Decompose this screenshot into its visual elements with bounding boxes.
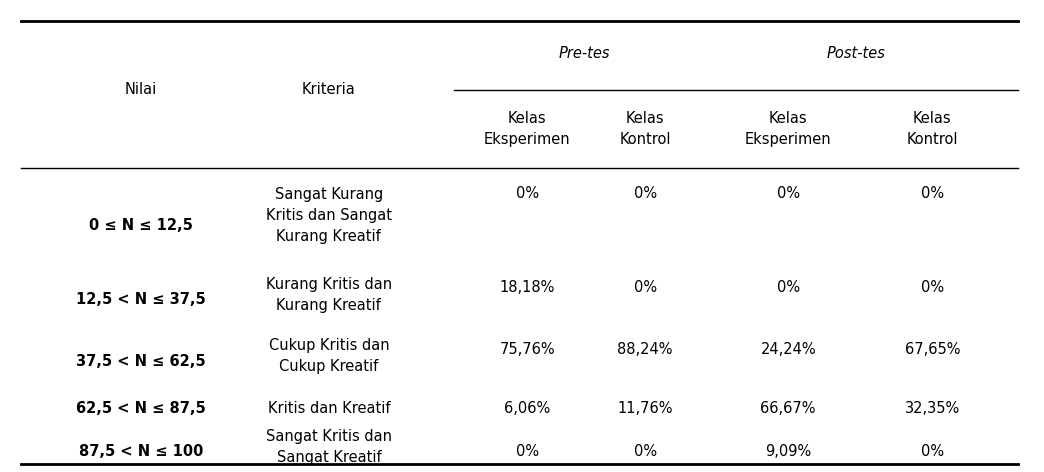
Text: 0 ≤ N ≤ 12,5: 0 ≤ N ≤ 12,5: [89, 218, 193, 233]
Text: Kritis dan Kreatif: Kritis dan Kreatif: [267, 401, 390, 416]
Text: 0%: 0%: [777, 186, 800, 201]
Text: 0%: 0%: [516, 444, 539, 459]
Text: Kurang Kritis dan
Kurang Kreatif: Kurang Kritis dan Kurang Kreatif: [266, 277, 392, 313]
Text: 0%: 0%: [921, 444, 944, 459]
Text: Pre-tes: Pre-tes: [559, 46, 611, 61]
Text: 0%: 0%: [921, 280, 944, 295]
Text: 0%: 0%: [777, 280, 800, 295]
Text: 87,5 < N ≤ 100: 87,5 < N ≤ 100: [78, 444, 204, 459]
Text: 32,35%: 32,35%: [905, 401, 959, 416]
Text: Kelas
Eksperimen: Kelas Eksperimen: [484, 110, 570, 147]
Text: 67,65%: 67,65%: [904, 342, 960, 357]
Text: 0%: 0%: [634, 444, 657, 459]
Text: Nilai: Nilai: [125, 82, 157, 97]
Text: 11,76%: 11,76%: [617, 401, 673, 416]
Text: Sangat Kritis dan
Sangat Kreatif: Sangat Kritis dan Sangat Kreatif: [266, 429, 392, 465]
Text: 0%: 0%: [634, 280, 657, 295]
Text: Kriteria: Kriteria: [302, 82, 356, 97]
Text: Sangat Kurang
Kritis dan Sangat
Kurang Kreatif: Sangat Kurang Kritis dan Sangat Kurang K…: [266, 187, 392, 244]
Text: Kelas
Kontrol: Kelas Kontrol: [906, 110, 958, 147]
Text: 37,5 < N ≤ 62,5: 37,5 < N ≤ 62,5: [76, 354, 206, 369]
Text: 12,5 < N ≤ 37,5: 12,5 < N ≤ 37,5: [76, 292, 206, 307]
Text: 9,09%: 9,09%: [765, 444, 811, 459]
Text: 88,24%: 88,24%: [617, 342, 673, 357]
Text: 0%: 0%: [634, 186, 657, 201]
Text: 6,06%: 6,06%: [504, 401, 550, 416]
Text: 0%: 0%: [516, 186, 539, 201]
Text: Cukup Kritis dan
Cukup Kreatif: Cukup Kritis dan Cukup Kreatif: [268, 338, 389, 374]
Text: Post-tes: Post-tes: [827, 46, 885, 61]
Text: 24,24%: 24,24%: [760, 342, 816, 357]
Text: 0%: 0%: [921, 186, 944, 201]
Text: 66,67%: 66,67%: [760, 401, 816, 416]
Text: Kelas
Eksperimen: Kelas Eksperimen: [745, 110, 831, 147]
Text: 18,18%: 18,18%: [499, 280, 555, 295]
Text: Kelas
Kontrol: Kelas Kontrol: [619, 110, 671, 147]
Text: 75,76%: 75,76%: [499, 342, 555, 357]
Text: 62,5 < N ≤ 87,5: 62,5 < N ≤ 87,5: [76, 401, 206, 416]
